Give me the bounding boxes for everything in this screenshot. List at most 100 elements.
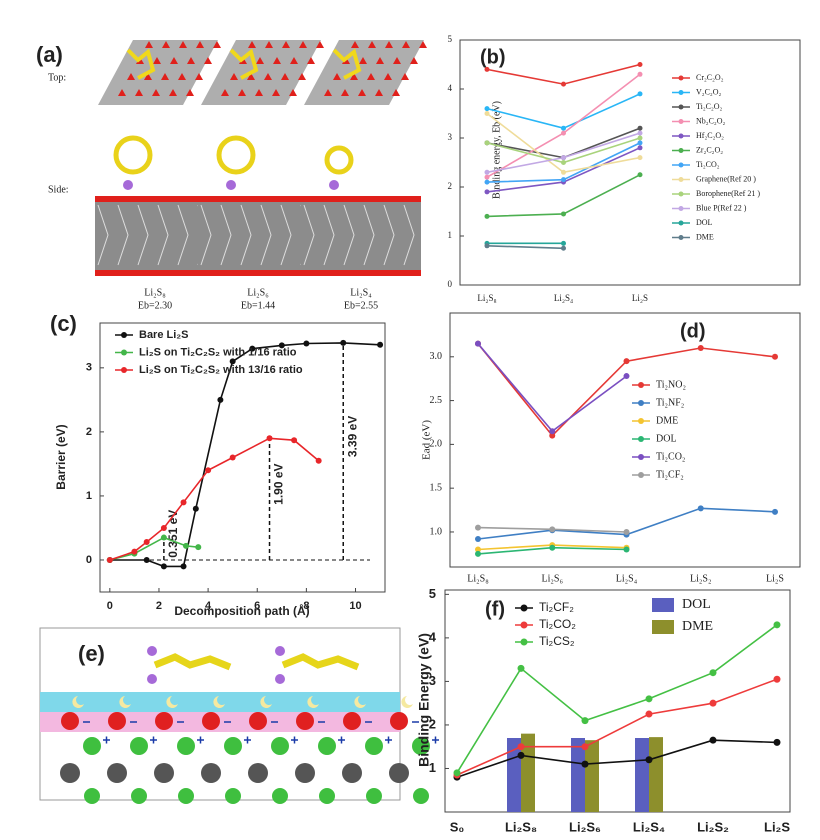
ti-atom [154,763,174,783]
x-tick-label: Li₂S₆ [569,819,601,834]
o-atom [390,712,408,730]
panel-label: (f) [485,598,505,620]
legend-label: DME [696,232,714,241]
x-tick-label: Li₂S [766,573,784,584]
point [773,675,781,683]
point [581,760,589,768]
o-atom [135,89,143,96]
o-atom [196,41,204,48]
bonds [240,204,252,266]
legend-label: Li₂S on Ti₂C₂S₂ with 13/16 ratio [139,364,303,376]
point [484,111,490,116]
point [645,710,653,718]
point [303,340,310,347]
point [484,106,490,112]
point [475,550,481,557]
x-tick-label: 6 [254,600,260,612]
bonds [157,204,169,266]
point [709,699,717,707]
legend-label: Cr₂C₂O₂ [696,73,724,82]
o-atom [384,73,392,80]
o-atom [195,73,203,80]
legend-marker [638,436,644,442]
legend-label: Zr₂C₂O₂ [696,145,723,154]
y-tick-label: 2.5 [430,395,443,406]
molecule [153,653,232,671]
c-atom [319,788,335,804]
panel-label: (e) [78,641,105,666]
point [229,358,236,365]
top-molecule [126,48,156,80]
y-tick-label: 5 [448,34,453,44]
plus [432,736,439,744]
y-tick-label: 0 [86,554,92,566]
point [249,345,256,352]
moon [119,696,131,708]
legend-marker [638,454,644,460]
point [561,169,566,175]
side-slab [198,200,318,272]
point [517,743,525,751]
point [195,544,202,551]
o-atom [289,89,297,96]
o-atom [179,41,187,48]
plus [103,736,110,744]
bonds [117,204,129,266]
legend-marker [678,235,684,240]
y-tick-label: 5 [429,586,436,601]
bar [649,737,663,812]
legend-marker [638,418,644,424]
ti-atom [60,763,80,783]
bonds [260,204,272,266]
y-axis-label: Binding Energy (eV) [416,633,432,767]
point [637,71,643,77]
legend-label: Ti₂CS₂ [539,634,575,648]
series-line [456,739,778,778]
legend-label: Bare Li₂S [139,329,189,341]
y-tick-label: 2 [86,426,92,438]
annotation: 1.90 eV [272,463,286,504]
o-atom [343,712,361,730]
series-line [477,343,627,433]
y-tick-label: 2 [429,716,436,731]
point [180,499,187,506]
point [637,155,643,161]
legend-label: Ti₂CO₂ [539,617,576,631]
o-atom [145,41,153,48]
o-atom [358,89,366,96]
point [131,548,138,555]
point [697,505,704,512]
legend-swatch [652,620,674,634]
o-atom [281,73,289,80]
point [561,155,566,161]
y-tick-label: 1 [429,760,436,775]
point [637,62,643,67]
x-tick-label: Li₂S₈ [467,573,489,584]
y-tick-label: 2.0 [430,439,443,450]
plus [385,736,392,744]
y-tick-label: 1.0 [430,526,443,537]
point [484,140,490,146]
legend-marker [678,90,684,95]
o-top [95,196,215,202]
top-molecule [332,48,362,80]
o-atom [351,41,359,48]
c-atom [413,788,429,804]
bonds [200,204,212,266]
plus [244,736,251,744]
li-atom [123,180,133,190]
o-atom [273,57,281,64]
o-atom [118,89,126,96]
legend-marker [678,206,684,211]
bonds [220,204,232,266]
point [623,373,630,380]
point [549,428,556,435]
point [484,243,490,249]
c-atom [84,788,100,804]
bar [585,740,599,812]
y-tick-label: 1.5 [430,482,443,493]
structure-name: Li₂S₈ [144,287,166,298]
o-atom [367,73,375,80]
